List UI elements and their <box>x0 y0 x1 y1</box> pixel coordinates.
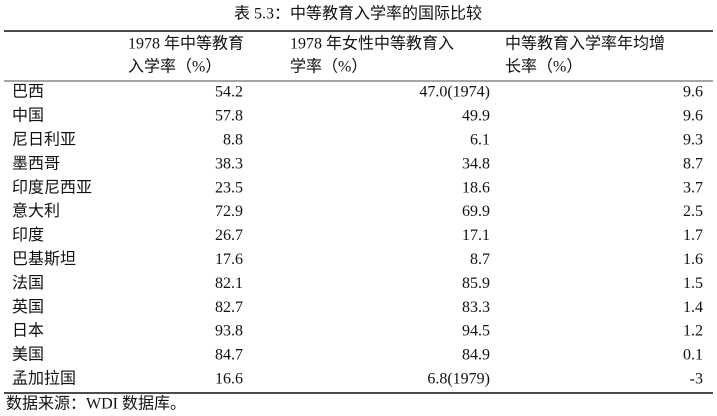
column-header: 1978 年中等教育 <box>128 35 244 53</box>
column-header: 中等教育入学率年均增 <box>505 35 665 53</box>
table-cell: 8.7 <box>683 155 703 172</box>
table-cell: 1.6 <box>683 251 703 268</box>
table-cell: 84.9 <box>462 347 490 364</box>
table-cell: 17.1 <box>462 227 490 244</box>
table-cell: 1.2 <box>683 323 703 340</box>
table-cell: 83.3 <box>462 299 490 316</box>
table-cell: 49.9 <box>462 108 490 125</box>
table-cell: 9.6 <box>683 108 703 125</box>
table-cell: 18.6 <box>462 179 490 196</box>
row-label: 孟加拉国 <box>12 369 76 387</box>
table-cell: 9.3 <box>683 131 703 148</box>
table-cell: 34.8 <box>462 155 490 172</box>
table-cell: 6.8(1979) <box>427 370 490 387</box>
row-label: 印度 <box>12 226 44 244</box>
row-label: 日本 <box>12 322 44 340</box>
table-cell: 1.7 <box>683 227 703 244</box>
table-cell: 38.3 <box>215 155 243 172</box>
table-cell: 6.1 <box>470 131 490 148</box>
table-cell: 93.8 <box>215 323 243 340</box>
table-cell: 17.6 <box>215 251 243 268</box>
table-cell: 72.9 <box>215 203 243 220</box>
column-header: 1978 年女性中等教育入 <box>290 34 454 53</box>
table-cell: 23.5 <box>215 179 243 196</box>
column-header: 学率（%） <box>290 58 367 76</box>
table-cell: 94.5 <box>462 323 490 340</box>
row-label: 中国 <box>12 107 44 125</box>
table-cell: 82.7 <box>215 299 243 316</box>
row-label: 意大利 <box>12 201 60 220</box>
table-cell: 16.6 <box>215 370 243 387</box>
row-label: 英国 <box>12 298 44 316</box>
source-note: 数据来源：WDI 数据库。 <box>6 395 186 413</box>
table-cell: 54.2 <box>215 84 243 101</box>
table-cell: 69.9 <box>462 203 490 220</box>
table-cell: 2.5 <box>683 203 703 220</box>
table-cell: 57.8 <box>215 108 243 125</box>
table-cell: 8.8 <box>223 131 243 148</box>
table-cell: 82.1 <box>215 275 243 292</box>
row-label: 巴基斯坦 <box>12 250 76 268</box>
row-label: 法国 <box>12 274 44 292</box>
row-label: 墨西哥 <box>12 155 60 172</box>
table-cell: 9.6 <box>683 84 703 101</box>
row-label: 美国 <box>12 346 44 364</box>
table-cell: 0.1 <box>683 347 703 364</box>
table-cell: 84.7 <box>215 347 243 364</box>
table-title: 表 5.3：中等教育入学率的国际比较 <box>234 5 482 23</box>
table-cell: -3 <box>690 370 703 387</box>
table-cell: 47.0(1974) <box>419 84 490 101</box>
row-label: 巴西 <box>12 84 44 101</box>
table-cell: 1.5 <box>683 275 703 292</box>
column-header: 长率（%） <box>505 58 582 76</box>
table-cell: 3.7 <box>683 179 703 196</box>
row-label: 印度尼西亚 <box>12 178 92 196</box>
table-cell: 8.7 <box>470 251 490 268</box>
table-cell: 1.4 <box>683 299 703 316</box>
table-cell: 85.9 <box>462 275 490 292</box>
table-cell: 26.7 <box>215 227 243 244</box>
column-header: 入学率（%） <box>128 58 221 76</box>
row-label: 尼日利亚 <box>12 130 76 148</box>
